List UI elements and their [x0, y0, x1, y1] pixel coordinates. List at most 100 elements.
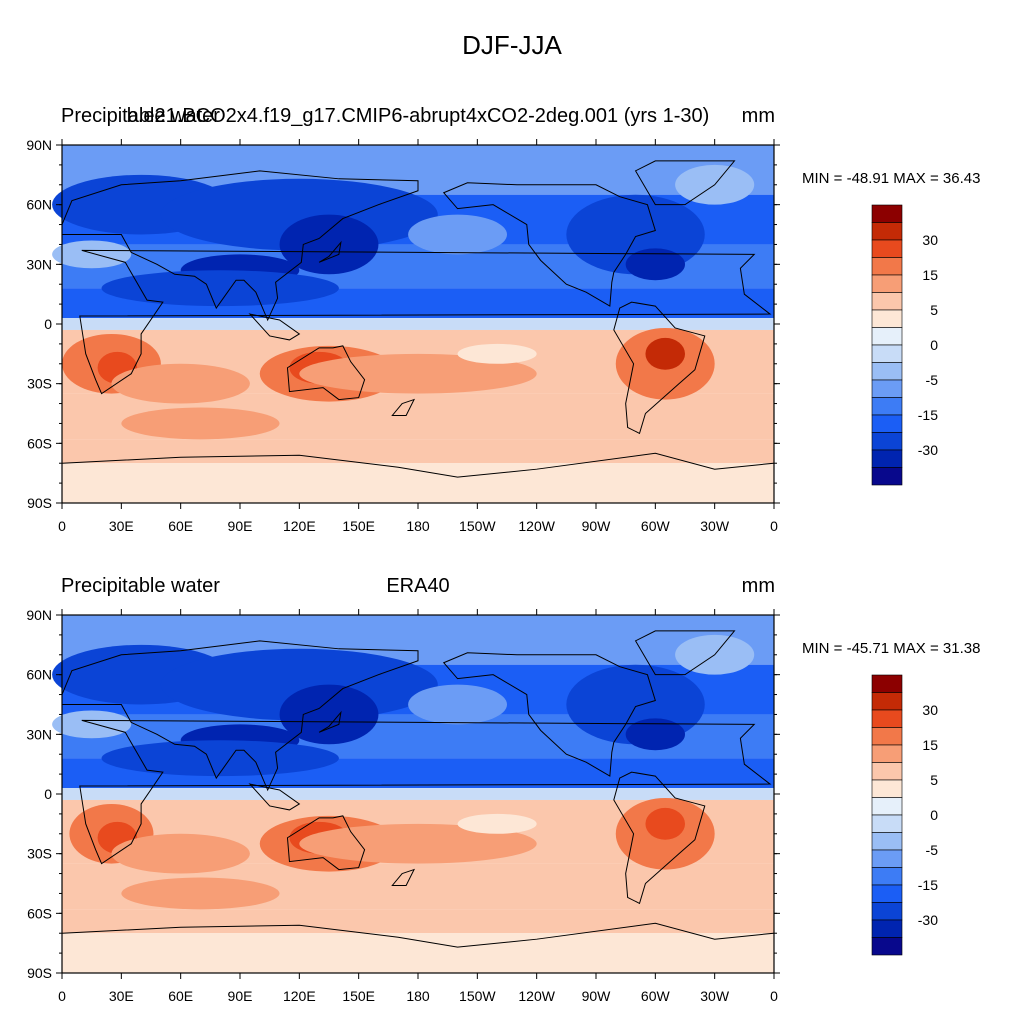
x-tick-label: 120W	[518, 518, 555, 534]
colorbar-box	[871, 832, 903, 851]
map-panel-model: Precipitable water b.e21.BCO2x4.f19_g17.…	[0, 105, 1024, 565]
contour-blob	[645, 337, 685, 370]
contour-map: 90N 60N 30N 0 30S 60S 90S 0 30E 60E 90E 120E 150E 180…	[26, 137, 939, 534]
colorbar-box	[871, 432, 903, 451]
x-tick-label: 150W	[459, 518, 496, 534]
contour-blob	[121, 877, 280, 910]
coastline	[79, 249, 772, 395]
x-tick-label: 150W	[459, 988, 496, 1004]
x-tick-label: 120W	[518, 988, 555, 1004]
contour-blob	[625, 248, 685, 281]
panel-left-title: Precipitable water	[61, 105, 220, 127]
panel-center-title: b.e21.BCO2x4.f19_g17.CMIP6-abrupt4xCO2-2…	[126, 105, 710, 127]
coastline	[613, 771, 706, 905]
colorbar-box	[871, 884, 903, 903]
colorbar-box	[871, 292, 903, 311]
contour-band	[62, 463, 774, 503]
colorbar-box	[871, 204, 903, 223]
coastline	[286, 345, 366, 401]
min-max-label: MIN = -48.91 MAX = 36.43	[802, 170, 981, 187]
contour-band	[62, 909, 774, 934]
contour-blob	[52, 710, 132, 739]
contour-band	[62, 439, 774, 464]
x-tick-label: 60E	[168, 518, 193, 534]
x-tick-label: 60W	[641, 988, 671, 1004]
coastline	[442, 182, 656, 307]
contour-blob	[279, 684, 379, 745]
colorbar-box	[871, 762, 903, 781]
colorbar-box	[871, 327, 903, 346]
contour-blob	[52, 240, 132, 269]
x-tick-label: 90E	[228, 988, 253, 1004]
colorbar-box	[871, 674, 903, 693]
x-tick-label: 0	[58, 988, 66, 1004]
coastline	[634, 160, 736, 206]
colorbar-box	[871, 309, 903, 328]
colorbar-label: 30	[922, 232, 938, 248]
contour-blob	[101, 740, 339, 777]
contour-blob	[299, 353, 537, 394]
x-tick-label: 30W	[700, 518, 730, 534]
colorbar-box	[871, 362, 903, 381]
x-tick-label: 30E	[109, 988, 134, 1004]
colorbar-box	[871, 222, 903, 241]
y-tick-label: 90S	[27, 495, 52, 511]
x-tick-label: 180	[406, 988, 430, 1004]
x-tick-label: 60E	[168, 988, 193, 1004]
y-tick-label: 60N	[26, 667, 52, 683]
x-tick-label: 0	[58, 518, 66, 534]
colorbar-box	[871, 692, 903, 711]
colorbar-box	[871, 902, 903, 921]
panel-center-title: ERA40	[386, 575, 450, 597]
colorbar-box	[871, 467, 903, 486]
map-panel-obs: Precipitable water ERA40 mm MIN = -45.71…	[0, 575, 1024, 1035]
colorbar-label: 0	[930, 807, 938, 823]
colorbar-box	[871, 779, 903, 798]
colorbar-label: -5	[926, 842, 939, 858]
coastline	[391, 398, 416, 416]
colorbar-label: 5	[930, 772, 938, 788]
contour-blob	[299, 823, 537, 864]
x-tick-label: 90W	[582, 988, 612, 1004]
coastline	[61, 640, 419, 792]
x-tick-label: 30E	[109, 518, 134, 534]
colorbar-box	[871, 867, 903, 886]
panel-units: mm	[741, 575, 775, 597]
y-tick-label: 60S	[27, 435, 52, 451]
colorbar-box	[871, 814, 903, 833]
colorbar-box	[871, 344, 903, 363]
x-tick-label: 0	[770, 988, 778, 1004]
colorbar-label: 30	[922, 702, 938, 718]
y-tick-label: 60N	[26, 197, 52, 213]
x-tick-label: 120E	[283, 988, 316, 1004]
contour-blob	[121, 407, 280, 440]
contour-blob	[279, 214, 379, 275]
contour-blob	[101, 270, 339, 307]
coastline	[634, 630, 736, 676]
y-tick-label: 30S	[27, 846, 52, 862]
colorbar-box	[871, 379, 903, 398]
colorbar-label: 15	[922, 267, 938, 283]
panel-units: mm	[741, 105, 775, 127]
colorbar-box	[871, 414, 903, 433]
colorbar-label: -5	[926, 372, 939, 388]
contour-map: 90N 60N 30N 0 30S 60S 90S 0 30E 60E 90E 120E 150E 180…	[26, 607, 939, 1004]
contour-blob	[457, 343, 537, 364]
x-tick-label: 90W	[582, 518, 612, 534]
colorbar-label: -15	[918, 407, 938, 423]
colorbar-box	[871, 239, 903, 258]
x-tick-label: 90E	[228, 518, 253, 534]
colorbar-box	[871, 919, 903, 938]
coastline	[318, 240, 342, 263]
colorbar-label: 15	[922, 737, 938, 753]
colorbar-box	[871, 397, 903, 416]
coastline	[248, 783, 301, 811]
x-tick-label: 180	[406, 518, 430, 534]
contour-band	[62, 933, 774, 973]
y-tick-label: 90S	[27, 965, 52, 981]
colorbar-label: -30	[918, 912, 938, 928]
coastline	[248, 313, 301, 341]
colorbar-box	[871, 257, 903, 276]
colorbar-box	[871, 849, 903, 868]
x-tick-label: 60W	[641, 518, 671, 534]
